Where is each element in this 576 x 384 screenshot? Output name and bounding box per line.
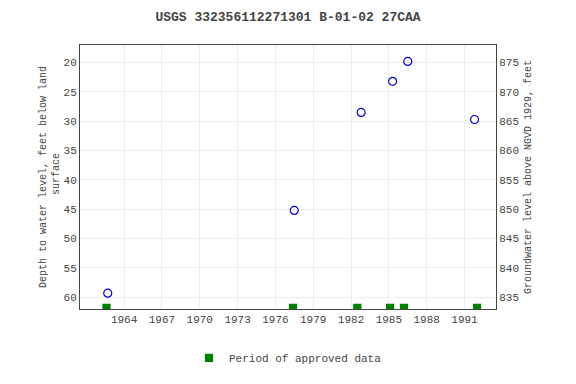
svg-text:855: 855 xyxy=(499,175,519,187)
svg-text:1985: 1985 xyxy=(376,314,402,326)
svg-text:35: 35 xyxy=(64,145,77,157)
svg-text:1964: 1964 xyxy=(111,314,138,326)
svg-text:1973: 1973 xyxy=(224,314,250,326)
svg-text:1967: 1967 xyxy=(149,314,175,326)
svg-text:840: 840 xyxy=(499,263,519,275)
svg-text:40: 40 xyxy=(64,175,77,187)
svg-text:USGS 332356112271301 B-01-02 2: USGS 332356112271301 B-01-02 27CAA xyxy=(155,10,420,25)
svg-text:60: 60 xyxy=(64,292,77,304)
svg-text:835: 835 xyxy=(499,292,519,304)
svg-text:1982: 1982 xyxy=(338,314,364,326)
svg-text:850: 850 xyxy=(499,204,519,216)
svg-text:45: 45 xyxy=(64,204,77,216)
svg-text:55: 55 xyxy=(64,263,77,275)
svg-text:875: 875 xyxy=(499,57,519,69)
svg-text:1970: 1970 xyxy=(187,314,213,326)
svg-text:Groundwater level above NGVD 1: Groundwater level above NGVD 1929, feet xyxy=(523,60,534,294)
svg-text:1991: 1991 xyxy=(451,314,478,326)
svg-text:860: 860 xyxy=(499,145,519,157)
svg-text:Period of approved data: Period of approved data xyxy=(229,353,381,365)
svg-text:865: 865 xyxy=(499,116,519,128)
svg-text:20: 20 xyxy=(64,57,77,69)
svg-text:870: 870 xyxy=(499,87,519,99)
svg-text:1976: 1976 xyxy=(262,314,288,326)
svg-text:1979: 1979 xyxy=(300,314,326,326)
svg-text:30: 30 xyxy=(64,116,77,128)
svg-text:Depth to water level, feet bel: Depth to water level, feet below land su… xyxy=(38,66,62,288)
svg-text:50: 50 xyxy=(64,233,77,245)
svg-text:25: 25 xyxy=(64,87,77,99)
svg-text:845: 845 xyxy=(499,233,519,245)
svg-text:1988: 1988 xyxy=(413,314,439,326)
